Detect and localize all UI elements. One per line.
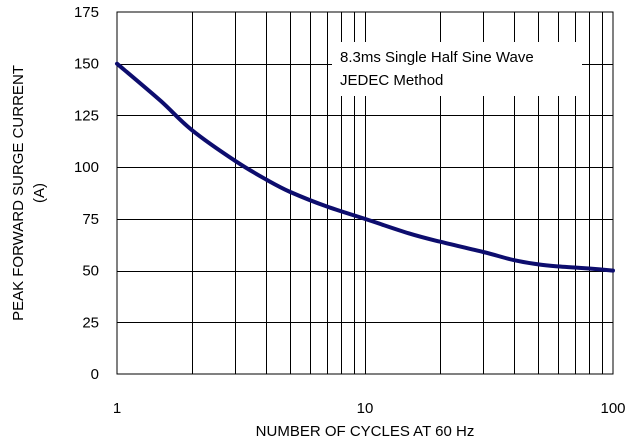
- plot-frame: [116, 11, 614, 375]
- y-tick-label: 50: [82, 263, 99, 280]
- x-tick-labels: 1 10 100: [113, 400, 626, 417]
- y-tick-label: 125: [74, 107, 99, 124]
- y-tick-label: 25: [82, 314, 99, 331]
- annotation-line-2: JEDEC Method: [340, 72, 443, 89]
- series-layer: [115, 61, 615, 273]
- y-tick-label: 0: [91, 366, 99, 383]
- y-tick-label: 75: [82, 211, 99, 228]
- y-axis-title-line-2: (A): [31, 183, 48, 203]
- x-axis-title: NUMBER OF CYCLES AT 60 Hz: [256, 423, 475, 440]
- y-tick-label: 100: [74, 159, 99, 176]
- y-axis-title: PEAK FORWARD SURGE CURRENT (A): [10, 65, 48, 321]
- annotation-line-1: 8.3ms Single Half Sine Wave: [340, 49, 534, 66]
- y-tick-label: 175: [74, 4, 99, 21]
- y-tick-label: 150: [74, 56, 99, 73]
- grid-lines: [117, 12, 613, 374]
- series-line-1: [115, 61, 615, 273]
- annotation-box: [332, 42, 582, 96]
- x-tick-label: 1: [113, 400, 121, 417]
- x-tick-label: 100: [600, 400, 625, 417]
- y-axis-title-line-1: PEAK FORWARD SURGE CURRENT: [10, 65, 27, 321]
- x-tick-label: 10: [357, 400, 374, 417]
- y-tick-labels: 0 25 50 75 100 125 150 175: [74, 4, 99, 383]
